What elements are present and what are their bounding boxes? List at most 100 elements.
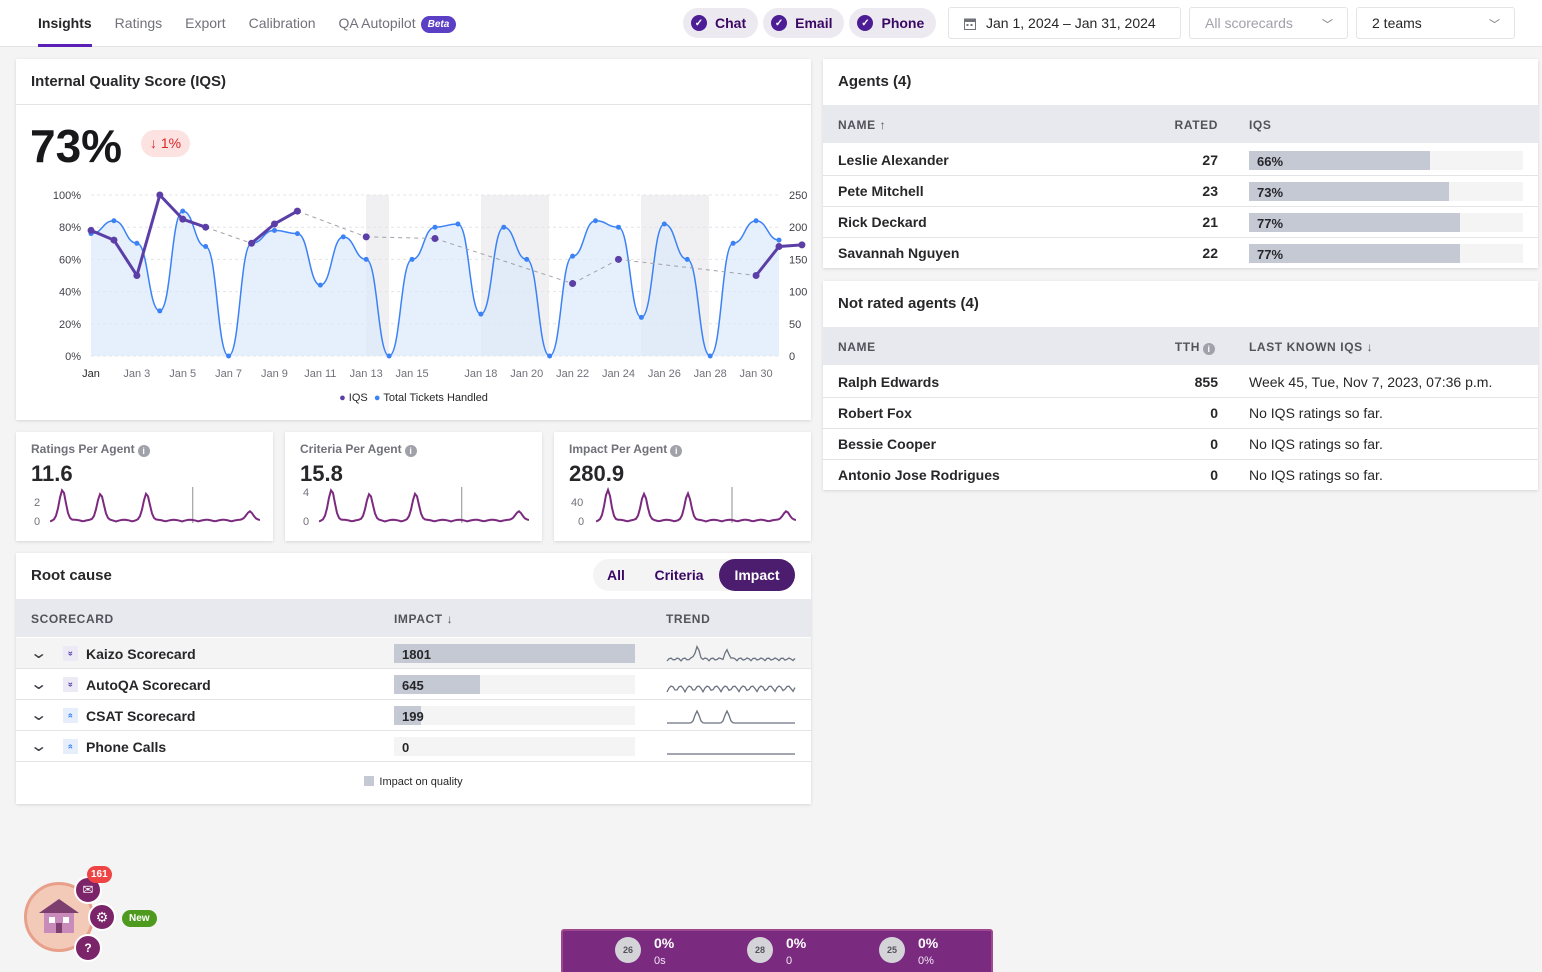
agent-row[interactable]: Pete Mitchell 23 73%	[823, 176, 1538, 207]
agent-name: Savannah Nguyen	[838, 245, 960, 261]
channel-chip-email[interactable]: ✓ Email	[763, 8, 845, 38]
tickets-point	[615, 224, 621, 230]
game-stat: 25 0% 0%	[879, 935, 999, 971]
col-name[interactable]: NAME ↑	[838, 118, 886, 132]
tab-ratings[interactable]: Ratings	[115, 0, 162, 47]
tab-label: Calibration	[248, 15, 316, 31]
agent-name: Ralph Edwards	[838, 374, 940, 390]
tab-qa-autopilot[interactable]: QA Autopilot Beta	[339, 0, 457, 47]
impact-bar-fill	[394, 644, 635, 663]
agent-rated: 21	[1202, 214, 1218, 230]
col-last-known-iqs[interactable]: LAST KNOWN IQS ↓	[1249, 340, 1373, 354]
col-impact[interactable]: IMPACT ↓	[394, 612, 453, 626]
scorecard-row[interactable]: ⌄ » Kaizo Scorecard 1801	[16, 638, 811, 669]
iqs-bar-fill	[1249, 244, 1460, 263]
iqs-segment	[572, 258, 619, 284]
not-rated-row[interactable]: Antonio Jose Rodrigues 0 No IQS ratings so…	[823, 460, 1538, 491]
tickets-point	[638, 314, 644, 320]
iqs-bar: 77%	[1249, 244, 1523, 263]
expand-chevron-icon[interactable]: ⌄	[29, 645, 49, 662]
agent-row[interactable]: Savannah Nguyen 22 77%	[823, 238, 1538, 269]
game-stat-pct: 0%	[654, 935, 675, 951]
channel-chip-chat[interactable]: ✓ Chat	[683, 8, 759, 38]
kpi-value: 11.6	[31, 461, 73, 486]
col-name-label: NAME	[838, 118, 876, 132]
kpi-label: Criteria Per Agent	[300, 442, 402, 456]
expand-chevron-icon[interactable]: ⌄	[29, 707, 49, 724]
agent-row[interactable]: Leslie Alexander 27 66%	[823, 145, 1538, 176]
expand-chevron-icon[interactable]: ⌄	[29, 676, 49, 693]
iqs-segment	[112, 239, 139, 277]
x-tick: Jan 11	[304, 368, 336, 380]
agent-row[interactable]: Rick Deckard 21 77%	[823, 207, 1538, 238]
info-icon[interactable]: i	[137, 445, 150, 457]
col-name[interactable]: NAME	[838, 340, 876, 354]
tab-calibration[interactable]: Calibration	[249, 0, 316, 47]
col-tth[interactable]: TTH i	[1175, 340, 1215, 355]
teams-select[interactable]: 2 teams ﹀	[1356, 7, 1515, 39]
impact-legend: Impact on quality	[16, 776, 811, 788]
iqs-segment	[434, 237, 573, 285]
chip-label: Phone	[881, 15, 925, 31]
scorecard-select-placeholder: All scorecards	[1205, 15, 1293, 31]
not-rated-card: Not rated agents (4) NAME TTH i LAST KNOW…	[823, 281, 1538, 490]
info-icon[interactable]: i	[670, 445, 683, 457]
iqs-bar-label: 77%	[1257, 247, 1284, 262]
not-rated-row[interactable]: Robert Fox 0 No IQS ratings so far.	[823, 398, 1538, 429]
impact-bar: 0	[394, 737, 635, 756]
scorecard-select[interactable]: All scorecards ﹀	[1189, 7, 1348, 39]
toggle-impact[interactable]: Impact	[719, 559, 795, 591]
tickets-point	[776, 237, 782, 243]
y-right-tick: 200	[789, 222, 807, 234]
gear-icon[interactable]: ⚙	[88, 903, 116, 931]
iqs-point	[110, 236, 118, 244]
scorecard-row[interactable]: ⌄ « CSAT Scorecard 199	[16, 700, 811, 731]
x-tick: Jan	[82, 368, 100, 380]
tab-export[interactable]: Export	[185, 0, 225, 47]
not-rated-row[interactable]: Ralph Edwards 855 Week 45, Tue, Nov 7, 202…	[823, 367, 1538, 398]
y-left-tick: 60%	[59, 254, 81, 266]
y-left-tick: 40%	[59, 287, 81, 299]
iqs-point	[133, 272, 141, 279]
col-rated[interactable]: RATED	[1174, 118, 1218, 132]
info-icon[interactable]: i	[1203, 343, 1215, 355]
iqs-title: Internal Quality Score (IQS)	[31, 73, 227, 90]
game-stat-sub: 0s	[654, 955, 666, 967]
arrow-down-icon: ↓	[446, 612, 454, 626]
arrow-down-icon: ↓	[150, 135, 157, 151]
x-tick: Jan 28	[694, 368, 727, 380]
legend-label-iqs: IQS	[348, 392, 368, 404]
x-tick: Jan 3	[123, 368, 150, 380]
date-range-picker[interactable]: Jan 1, 2024 – Jan 31, 2024	[948, 7, 1181, 39]
tickets-point	[317, 282, 323, 288]
trend-sparkline	[666, 644, 796, 662]
channel-chip-phone[interactable]: ✓ Phone	[849, 8, 937, 38]
scorecard-name: Phone Calls	[86, 739, 167, 755]
not-rated-row[interactable]: Bessie Cooper 0 No IQS ratings so far.	[823, 429, 1538, 460]
scorecard-row[interactable]: ⌄ » AutoQA Scorecard 645	[16, 669, 811, 700]
col-iqs[interactable]: IQS	[1249, 118, 1272, 132]
tab-insights[interactable]: Insights	[38, 0, 92, 47]
tickets-point	[661, 221, 667, 227]
impact-bar-label: 645	[402, 678, 424, 693]
channel-filters: ✓ Chat ✓ Email ✓ Phone	[683, 8, 937, 38]
trend-down-icon: »	[63, 677, 78, 692]
expand-chevron-icon[interactable]: ⌄	[29, 738, 49, 755]
help-icon[interactable]: ?	[74, 934, 102, 962]
scorecard-row[interactable]: ⌄ « Phone Calls 0	[16, 731, 811, 762]
impact-bar: 199	[394, 706, 635, 725]
date-range-value: Jan 1, 2024 – Jan 31, 2024	[986, 15, 1156, 31]
kpi-value: 280.9	[569, 461, 625, 486]
agents-header: NAME ↑ RATED IQS	[823, 105, 1538, 143]
iqs-point	[431, 234, 439, 242]
tickets-area	[91, 211, 779, 356]
toggle-criteria[interactable]: Criteria	[654, 567, 704, 583]
tickets-point	[340, 234, 346, 240]
y-right-tick: 150	[789, 254, 807, 266]
col-scorecard[interactable]: SCORECARD	[31, 612, 114, 626]
game-stat-pct: 0%	[786, 935, 807, 951]
scorecard-name: Kaizo Scorecard	[86, 646, 196, 662]
kpi-label: Ratings Per Agent	[31, 442, 135, 456]
info-icon[interactable]: i	[404, 445, 417, 457]
toggle-all[interactable]: All	[607, 567, 625, 583]
